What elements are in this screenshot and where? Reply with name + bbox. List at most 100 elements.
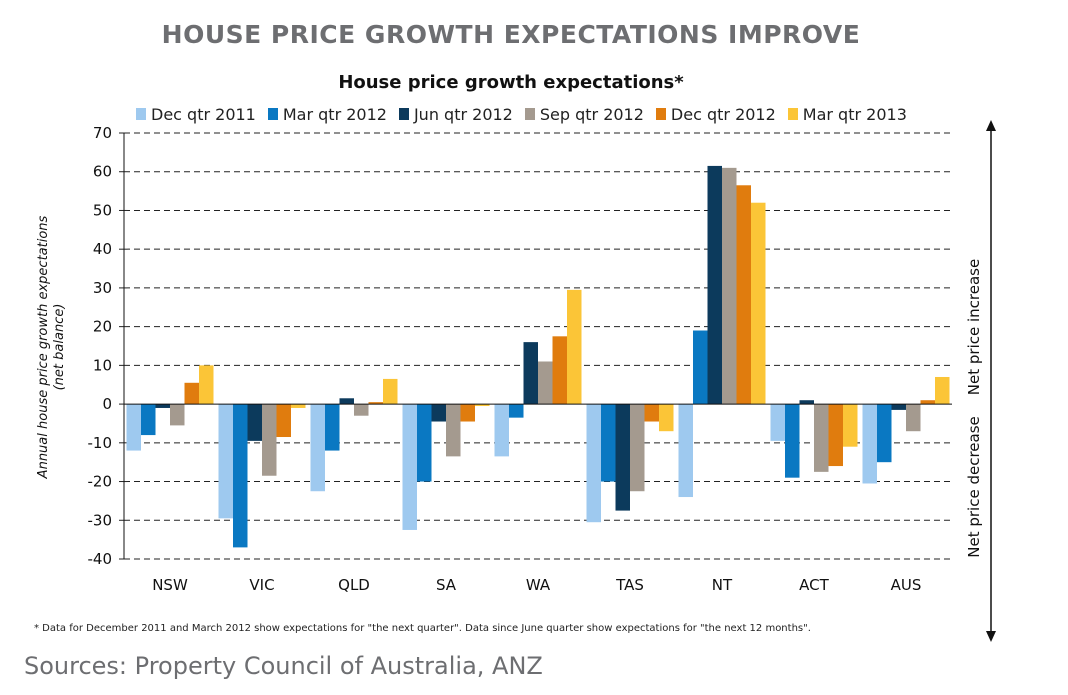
net-price-increase-label: Net price increase [965,259,983,395]
bar-act-5 [843,404,858,447]
legend-item-jun-2012: Jun qtr 2012 [398,104,513,124]
bar-nsw-5 [199,365,214,405]
y-tick-label: -10 [88,434,113,452]
bar-wa-5 [567,289,582,405]
bar-sa-3 [446,404,461,457]
chart-title: House price growth expectations* [338,72,684,93]
bar-nsw-1 [141,404,156,436]
y-axis-label-line1: Annual house price growth expectations [36,215,51,479]
bar-nsw-4 [184,382,199,405]
bar-qld-2 [339,398,354,405]
legend-label: Sep qtr 2012 [539,104,644,124]
legend-item-mar-2013: Mar qtr 2013 [787,104,907,124]
footnote: * Data for December 2011 and March 2012 … [34,623,811,634]
legend-label: Mar qtr 2012 [282,104,387,124]
arrow-head-down [986,631,996,642]
y-tick-label: 20 [93,318,112,336]
bar-act-3 [814,404,829,472]
bar-nsw-2 [155,404,170,408]
bar-act-0 [770,404,785,441]
y-tick-label: 10 [93,356,112,374]
bar-nsw-3 [170,404,185,426]
legend-swatch [267,108,278,120]
legend-label: Mar qtr 2013 [802,104,907,124]
legend-swatch [524,108,535,120]
page-heading: HOUSE PRICE GROWTH EXPECTATIONS IMPROVE [161,20,861,49]
bar-aus-4 [920,400,935,405]
legend-swatch [655,108,666,120]
bar-nt-0 [678,404,693,498]
axes [123,133,952,559]
y-tick-label: -40 [88,550,113,568]
bar-vic-5 [291,404,306,408]
bar-aus-3 [906,404,921,432]
chart-legend: Dec qtr 2011 Mar qtr 2012 Jun qtr 2012 S… [136,103,919,125]
legend-label: Dec qtr 2012 [670,104,776,124]
x-category-label: NT [712,576,733,594]
y-tick-label: 30 [93,279,112,297]
bar-qld-4 [368,402,383,405]
bar-vic-3 [262,404,277,476]
bar-sa-1 [417,404,432,482]
bar-nsw-0 [126,404,141,451]
bar-tas-4 [644,404,659,422]
bar-wa-2 [523,342,538,405]
bar-aus-0 [862,404,877,484]
bar-act-2 [799,400,814,405]
bar-vic-1 [233,404,248,548]
bar-nt-3 [722,167,737,405]
net-direction-arrow [986,120,996,642]
x-axis-categories: NSW VIC QLD SA WA TAS NT ACT AUS [152,576,921,594]
net-price-decrease-label: Net price decrease [965,416,983,558]
bar-sa-2 [431,404,446,422]
legend-item-sep-2012: Sep qtr 2012 [524,104,644,124]
bar-vic-4 [276,404,291,438]
x-category-label: QLD [338,576,370,594]
bar-aus-1 [877,404,892,463]
bar-tas-0 [586,404,601,523]
bar-sa-0 [402,404,417,530]
legend-item-mar-2012: Mar qtr 2012 [267,104,387,124]
bar-aus-5 [935,376,950,405]
arrow-head-up [986,120,996,131]
x-category-label: NSW [152,576,188,594]
y-axis-label-line2: (net balance) [52,304,67,391]
bar-sa-4 [460,404,475,422]
bar-wa-3 [538,361,553,405]
x-category-label: SA [436,576,457,594]
legend-label: Jun qtr 2012 [413,104,513,124]
y-tick-label: 60 [93,163,112,181]
bar-nt-2 [707,165,722,405]
source-note: Sources: Property Council of Australia, … [24,652,543,680]
bar-act-4 [828,404,843,467]
x-category-label: WA [526,576,551,594]
x-category-label: VIC [249,576,274,594]
bar-vic-2 [247,404,262,441]
legend-swatch [787,108,798,120]
y-tick-label: -20 [88,473,113,491]
x-category-label: TAS [615,576,644,594]
x-category-label: AUS [891,576,922,594]
legend-item-dec-2012: Dec qtr 2012 [655,104,776,124]
bar-nt-1 [693,330,708,405]
legend-label: Dec qtr 2011 [151,104,256,124]
y-tick-label: 70 [93,124,112,142]
legend-swatch [136,108,146,120]
bar-tas-5 [659,404,674,432]
y-axis-ticks: 70 60 50 40 30 20 10 0 -10 -20 -30 -40 [88,124,124,568]
bar-wa-4 [552,336,567,405]
bar-tas-3 [630,404,645,492]
bar-nt-5 [751,202,766,405]
bar-wa-1 [509,404,524,418]
bar-qld-1 [325,404,340,451]
bar-qld-3 [354,404,369,416]
y-tick-label: 0 [102,395,112,413]
bar-aus-2 [891,404,906,410]
bar-act-1 [785,404,800,478]
y-tick-label: 40 [93,240,112,258]
legend-swatch [398,108,409,120]
bar-tas-1 [601,404,616,482]
bar-nt-4 [736,185,751,405]
legend-item-dec-2011: Dec qtr 2011 [136,105,256,124]
y-tick-label: 50 [93,201,112,219]
